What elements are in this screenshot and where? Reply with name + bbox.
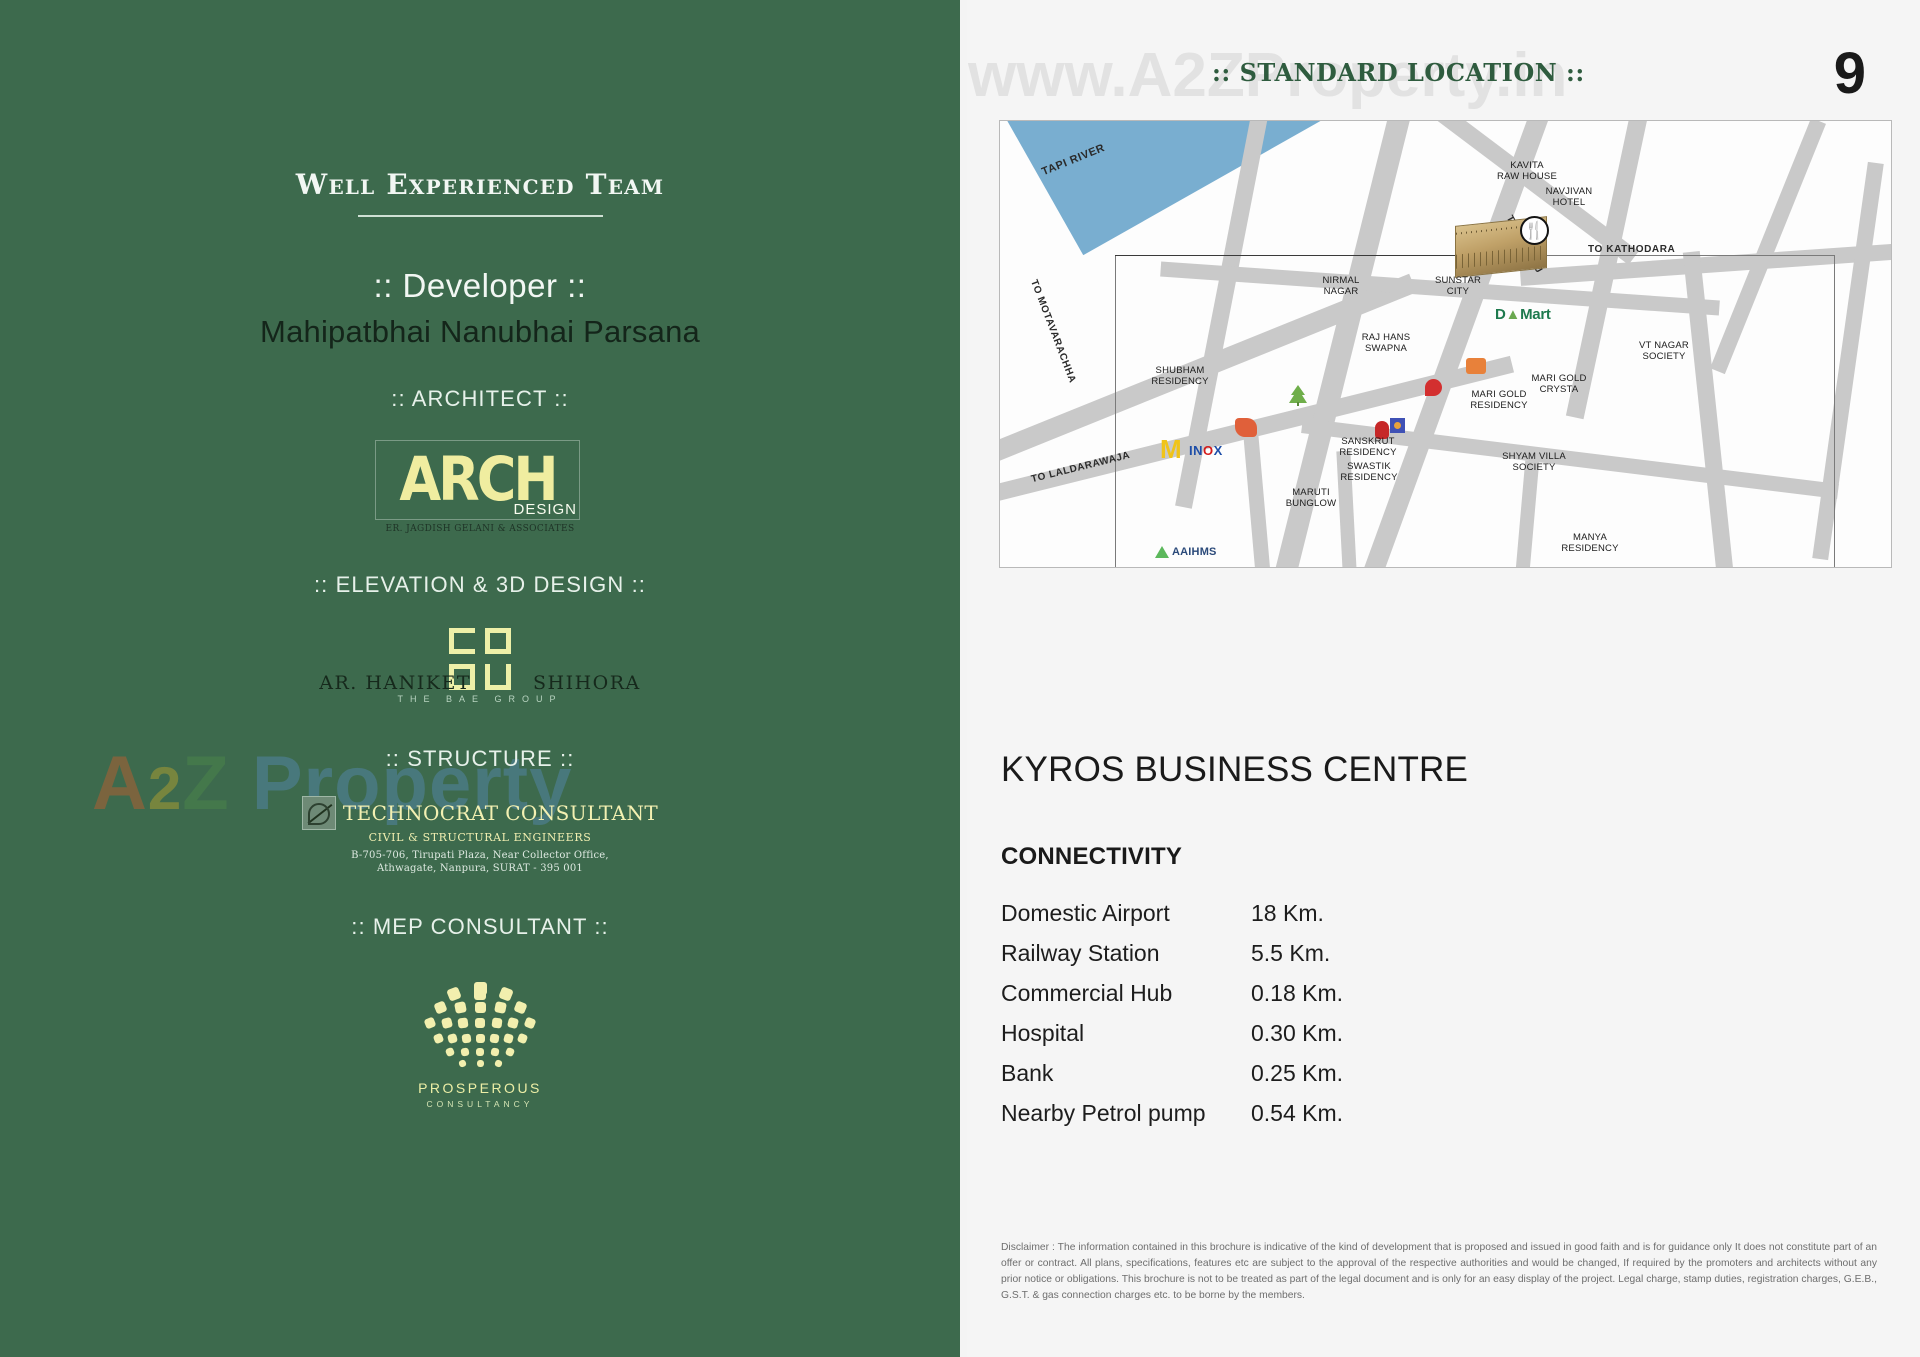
connectivity-place: Railway Station xyxy=(1001,939,1160,966)
location-map[interactable]: TAPI RIVER xyxy=(999,120,1892,568)
section-title: :: STANDARD LOCATION :: xyxy=(1212,58,1585,87)
connectivity-table: Domestic Airport 18 Km. Railway Station 5.5… xyxy=(1001,893,1561,1133)
connectivity-place: Bank xyxy=(1001,1059,1054,1086)
structure-label: :: STRUCTURE :: xyxy=(385,746,575,771)
connectivity-distance: 0.18 Km. xyxy=(1251,979,1344,1006)
prosperous-sub: CONSULTANCY xyxy=(426,1099,534,1109)
map-label-maruti-bunglow: MARUTI BUNGLOW xyxy=(1285,487,1337,509)
team-heading-rule xyxy=(357,215,603,217)
pizza-hut-icon xyxy=(1375,421,1389,439)
bae-logo-name: AR. HANIKET SHIHORA xyxy=(265,672,695,694)
aaihms-leaf-icon xyxy=(1155,546,1169,558)
map-inner-rule xyxy=(1115,255,1500,256)
connectivity-distance: 0.25 Km. xyxy=(1251,1059,1344,1086)
arch-logo-associates: ER. JAGDISH GELANI & ASSOCIATES xyxy=(385,524,575,534)
mep-consultant-label: :: MEP CONSULTANT :: xyxy=(351,914,609,939)
map-label-sanskrut-residency: SANSKRUT RESIDENCY xyxy=(1339,436,1397,458)
compass-pen-icon xyxy=(301,796,336,830)
connectivity-row: Railway Station 5.5 Km. xyxy=(1001,933,1561,973)
map-label-shyam-villa-society: SHYAM VILLA SOCIETY xyxy=(1502,451,1566,473)
arch-design-logo: ARCH DESIGN ER. JAGDISH GELANI & ASSOCIA… xyxy=(375,440,585,534)
bank-icon xyxy=(1390,418,1405,433)
bae-name-right: SHIHORA xyxy=(533,672,641,694)
technocrat-consultant-logo: TECHNOCRAT CONSULTANT CIVIL & STRUCTURAL… xyxy=(301,796,659,874)
prosperous-fan-icon xyxy=(410,980,550,1072)
aaihms-logo: AAIHMS xyxy=(1155,546,1217,558)
connectivity-distance: 0.30 Km. xyxy=(1251,1019,1344,1046)
disclaimer-text: Disclaimer : The information contained i… xyxy=(1001,1242,1877,1301)
map-label-shubham-residency: SHUBHAM RESIDENCY xyxy=(1151,365,1209,387)
dmart-logo: D▲Mart xyxy=(1495,306,1551,323)
connectivity-distance: 5.5 Km. xyxy=(1251,939,1331,966)
connectivity-heading: CONNECTIVITY xyxy=(1001,843,1183,870)
prosperous-name: PROSPEROUS xyxy=(418,1080,542,1096)
cafe-icon xyxy=(1235,418,1257,437)
arch-logo-box: ARCH DESIGN xyxy=(375,440,580,520)
arch-logo-wordmark: ARCH xyxy=(399,444,558,515)
connectivity-row: Commercial Hub 0.18 Km. xyxy=(1001,973,1561,1013)
connectivity-place: Domestic Airport xyxy=(1001,899,1170,926)
connectivity-row: Nearby Petrol pump 0.54 Km. xyxy=(1001,1093,1561,1133)
map-label-vt-nagar-society: VT NAGAR SOCIETY xyxy=(1639,340,1689,362)
arch-logo-design-text: DESIGN xyxy=(513,501,577,518)
connectivity-place: Nearby Petrol pump xyxy=(1001,1099,1206,1126)
map-label-mari-gold-residency: MARI GOLD RESIDENCY xyxy=(1470,389,1528,411)
developer-label: :: Developer :: xyxy=(373,267,587,304)
map-label-to-motavarachha: TO MOTAVARACHHA xyxy=(1028,278,1078,385)
map-label-navjivan-hotel: NAVJIVAN HOTEL xyxy=(1545,186,1593,208)
map-label-sunstar-city: SUNSTAR CITY xyxy=(1434,275,1482,297)
bae-name-left: AR. HANIKET xyxy=(319,672,471,694)
bae-group-logo: AR. HANIKET SHIHORA THE BAE GROUP xyxy=(265,628,695,706)
map-label-kavita-raw-house: KAVITA RAW HOUSE xyxy=(1496,160,1558,182)
restaurant-icon: 🍴 xyxy=(1520,216,1549,245)
page-number: 9 xyxy=(1833,41,1866,106)
project-title: KYROS BUSINESS CENTRE xyxy=(1001,750,1469,789)
connectivity-row: Domestic Airport 18 Km. xyxy=(1001,893,1561,933)
left-panel-team: A2Z Property Well Experienced Team :: De… xyxy=(0,0,960,1357)
inox-logo: INOX xyxy=(1189,443,1223,458)
dominos-icon xyxy=(1425,379,1442,396)
architect-label: :: ARCHITECT :: xyxy=(391,386,569,411)
aaihms-text: AAIHMS xyxy=(1172,546,1217,558)
park-tree-icon xyxy=(1285,383,1311,407)
map-label-manya-residency: MANYA RESIDENCY xyxy=(1561,532,1619,554)
map-label-swastik-residency: SWASTIK RESIDENCY xyxy=(1340,461,1398,483)
map-label-mari-gold-crysta: MARI GOLD CRYSTA xyxy=(1531,373,1587,395)
connectivity-place: Hospital xyxy=(1001,1019,1085,1046)
connectivity-place: Commercial Hub xyxy=(1001,979,1173,1006)
mcdonalds-icon: M xyxy=(1160,434,1182,464)
bae-square-mark-icon xyxy=(449,628,511,690)
map-label-raj-hans-swapna: RAJ HANS SWAPNA xyxy=(1361,332,1411,354)
right-sheet: www.A2ZProperty.in :: STANDARD LOCATION … xyxy=(967,0,1920,1357)
technocrat-name: TECHNOCRAT CONSULTANT xyxy=(342,801,659,825)
elevation-3d-label: :: ELEVATION & 3D DESIGN :: xyxy=(313,572,647,597)
right-panel-location: www.A2ZProperty.in :: STANDARD LOCATION … xyxy=(960,0,1920,1357)
connectivity-row: Hospital 0.30 Km. xyxy=(1001,1013,1561,1053)
prosperous-consultancy-logo: PROSPEROUS CONSULTANCY xyxy=(410,980,550,1109)
team-heading: Well Experienced Team xyxy=(295,168,665,201)
developer-name: Mahipatbhai Nanubhai Parsana xyxy=(260,314,700,349)
technocrat-address-line2: Athwagate, Nanpura, SURAT - 395 001 xyxy=(376,863,583,874)
technocrat-address-line1: B-705-706, Tirupati Plaza, Near Collecto… xyxy=(351,850,609,861)
map-label-to-kathodara: TO KATHODARA xyxy=(1588,244,1676,255)
connectivity-distance: 0.54 Km. xyxy=(1251,1099,1344,1126)
connectivity-row: Bank 0.25 Km. xyxy=(1001,1053,1561,1093)
connectivity-distance: 18 Km. xyxy=(1251,899,1324,926)
map-label-nirmal-nagar: NIRMAL NAGAR xyxy=(1322,275,1360,297)
burger-king-icon xyxy=(1466,358,1486,374)
technocrat-sub: CIVIL & STRUCTURAL ENGINEERS xyxy=(368,831,592,844)
bae-logo-sub: THE BAE GROUP xyxy=(397,694,563,704)
tapi-river-area xyxy=(1000,121,1371,256)
